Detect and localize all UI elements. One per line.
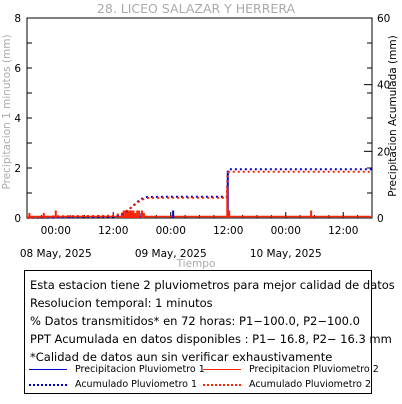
legend-swatch-acum-2 bbox=[203, 383, 241, 386]
legend-label-precip-2: Precipitacion Pluviometro 2 bbox=[249, 364, 379, 375]
station-info-box: Esta estacion tiene 2 pluviometros para … bbox=[24, 270, 395, 394]
y-right-tick-label: 60 bbox=[377, 13, 390, 25]
y-left-tick-label: 2 bbox=[14, 163, 21, 175]
info-line-5: *Calidad de datos aun sin verificar exha… bbox=[30, 350, 333, 364]
legend-item-precip-1: Precipitacion Pluviometro 1 bbox=[29, 364, 205, 375]
y-left-tick-label: 0 bbox=[14, 213, 21, 225]
info-line-3: % Datos transmitidos* en 72 horas: P1−10… bbox=[30, 314, 360, 328]
y-right-tick-label: 40 bbox=[377, 80, 390, 92]
chart-title: 28. LICEO SALAZAR Y HERRERA bbox=[97, 1, 296, 16]
info-line-1: Esta estacion tiene 2 pluviometros para … bbox=[30, 278, 395, 292]
y-axis-left-label: Precipitacion 1 minutos (mm) bbox=[1, 34, 13, 189]
y-right-tick-label: 0 bbox=[377, 213, 384, 225]
x-tick-label: 12:00 bbox=[98, 225, 128, 237]
x-tick-label: 00:00 bbox=[156, 225, 186, 237]
info-line-4: PPT Acumulada en datos disponibles : P1−… bbox=[30, 332, 392, 346]
legend-item-precip-2: Precipitacion Pluviometro 2 bbox=[203, 364, 379, 375]
legend-swatch-acum-1 bbox=[29, 383, 67, 386]
x-axis-label: Tiempo bbox=[176, 258, 216, 270]
info-line-2: Resolucion temporal: 1 minutos bbox=[30, 296, 213, 310]
x-tick-label: 00:00 bbox=[41, 225, 71, 237]
y-left-tick-label: 6 bbox=[14, 63, 21, 75]
cumulative-line-1 bbox=[26, 168, 372, 219]
plot-frame bbox=[26, 17, 373, 219]
legend-label-precip-1: Precipitacion Pluviometro 1 bbox=[75, 364, 205, 375]
x-date-label: 08 May, 2025 bbox=[20, 248, 92, 260]
x-tick-label: 12:00 bbox=[213, 225, 243, 237]
legend-label-acum-1: Acumulado Pluviometro 1 bbox=[75, 379, 198, 390]
y-left-tick-label: 8 bbox=[14, 13, 21, 25]
y-right-tick-label: 20 bbox=[377, 146, 390, 158]
cumulative-line-2 bbox=[26, 170, 372, 219]
x-tick-label: 12:00 bbox=[328, 225, 358, 237]
y-left-tick-label: 4 bbox=[14, 113, 21, 125]
x-tick-label: 00:00 bbox=[271, 225, 301, 237]
precipitation-chart: 28. LICEO SALAZAR Y HERRERA 0 2 4 6 8 0 20 40 60… bbox=[1, 1, 399, 270]
legend-swatch-precip-2 bbox=[203, 369, 241, 370]
legend-item-acum-1: Acumulado Pluviometro 1 bbox=[29, 379, 197, 390]
legend-swatch-precip-1 bbox=[29, 369, 67, 370]
legend-label-acum-2: Acumulado Pluviometro 2 bbox=[249, 379, 372, 390]
x-date-label: 10 May, 2025 bbox=[250, 248, 322, 260]
x-date-label: 09 May, 2025 bbox=[135, 248, 207, 260]
legend-item-acum-2: Acumulado Pluviometro 2 bbox=[203, 379, 371, 390]
y-axis-right-label: Precipitacion Acumulada (mm) bbox=[387, 35, 399, 196]
